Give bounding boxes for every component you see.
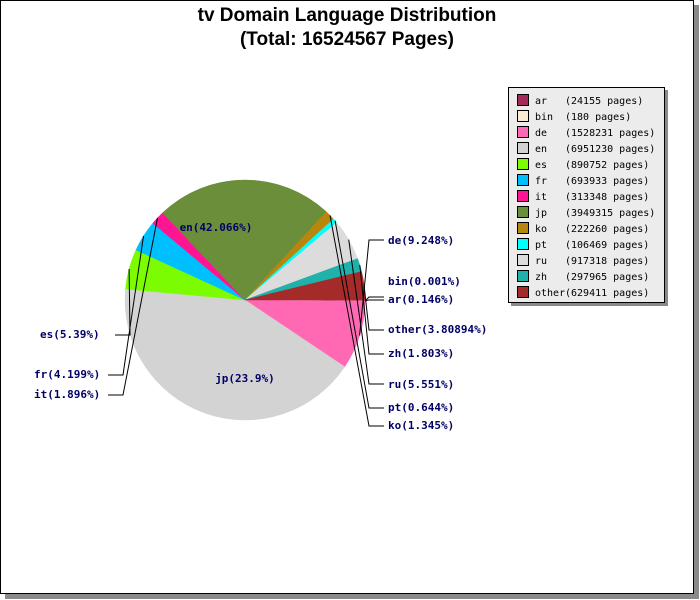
legend-pages-other: (629411 pages) bbox=[565, 288, 650, 299]
legend-code-fr: fr bbox=[535, 176, 548, 187]
legend-code-ar: ar bbox=[535, 96, 548, 107]
legend-item-de: de (1528231 pages) bbox=[517, 126, 655, 140]
leader-line-ar bbox=[364, 299, 384, 302]
legend-code-pt: pt bbox=[535, 240, 548, 251]
slice-label-it: it(1.896%) bbox=[34, 388, 100, 401]
legend-swatch-other bbox=[517, 286, 529, 298]
legend-swatch-bin bbox=[517, 110, 529, 122]
legend-item-jp: jp (3949315 pages) bbox=[517, 206, 655, 220]
leader-line-it bbox=[108, 217, 158, 396]
leader-line-bin bbox=[364, 296, 384, 302]
legend-item-fr: fr (693933 pages) bbox=[517, 174, 649, 188]
legend-pages-es: (890752 pages) bbox=[565, 160, 650, 171]
slice-label-pt: pt(0.644%) bbox=[388, 401, 454, 414]
slice-label-fr: fr(4.199%) bbox=[34, 368, 100, 381]
slice-label-ar: ar(0.146%) bbox=[388, 293, 454, 306]
chart-subtitle: (Total: 16524567 Pages) bbox=[239, 29, 455, 50]
legend-item-pt: pt (106469 pages) bbox=[517, 238, 649, 252]
chart-legend: ar (24155 pages) bin (180 pages) de (1528231 … bbox=[508, 87, 665, 303]
legend-swatch-fr bbox=[517, 174, 529, 186]
slice-label-en: en(42.066%) bbox=[180, 221, 253, 234]
leader-lines bbox=[108, 215, 384, 427]
legend-item-ru: ru (917318 pages) bbox=[517, 254, 649, 268]
slice-label-bin: bin(0.001%) bbox=[388, 275, 461, 288]
leader-line-ru bbox=[348, 239, 384, 385]
slice-label-zh: zh(1.803%) bbox=[388, 347, 454, 360]
legend-item-ko: ko (222260 pages) bbox=[517, 222, 649, 236]
legend-pages-ru: (917318 pages) bbox=[565, 256, 650, 267]
legend-item-es: es (890752 pages) bbox=[517, 158, 649, 172]
slice-label-other: other(3.80894%) bbox=[388, 323, 487, 336]
legend-pages-ar: (24155 pages) bbox=[565, 96, 644, 107]
chart-title: tv Domain Language Distribution bbox=[197, 5, 497, 26]
legend-swatch-ko bbox=[517, 222, 529, 234]
leader-line-ko bbox=[329, 215, 384, 427]
slice-label-es: es(5.39%) bbox=[40, 328, 100, 341]
legend-swatch-it bbox=[517, 190, 529, 202]
legend-swatch-de bbox=[517, 126, 529, 138]
legend-swatch-ru bbox=[517, 254, 529, 266]
legend-pages-en: (6951230 pages) bbox=[565, 144, 656, 155]
legend-code-bin: bin bbox=[535, 112, 554, 123]
legend-pages-pt: (106469 pages) bbox=[565, 240, 650, 251]
legend-swatch-es bbox=[517, 158, 529, 170]
leader-line-es bbox=[115, 268, 131, 336]
legend-pages-it: (313348 pages) bbox=[565, 192, 650, 203]
leader-line-fr bbox=[108, 235, 144, 376]
legend-code-other: other bbox=[535, 288, 566, 299]
legend-item-ar: ar (24155 pages) bbox=[517, 94, 643, 108]
leader-line-zh bbox=[359, 264, 384, 355]
legend-code-it: it bbox=[535, 192, 548, 203]
leader-line-pt bbox=[334, 220, 384, 409]
legend-code-jp: jp bbox=[535, 208, 548, 219]
legend-code-de: de bbox=[535, 128, 548, 139]
legend-code-ko: ko bbox=[535, 224, 548, 235]
chart-title-block: tv Domain Language Distribution (Total: … bbox=[0, 4, 694, 52]
legend-swatch-pt bbox=[517, 238, 529, 250]
slice-label-ru: ru(5.551%) bbox=[388, 378, 454, 391]
legend-item-other: other(629411 pages) bbox=[517, 286, 649, 300]
leader-line-other bbox=[363, 285, 384, 331]
legend-swatch-jp bbox=[517, 206, 529, 218]
legend-code-zh: zh bbox=[535, 272, 548, 283]
legend-code-es: es bbox=[535, 160, 548, 171]
legend-item-en: en (6951230 pages) bbox=[517, 142, 655, 156]
legend-pages-de: (1528231 pages) bbox=[565, 128, 656, 139]
legend-code-en: en bbox=[535, 144, 548, 155]
leader-line-de bbox=[359, 239, 384, 336]
pie-slices bbox=[124, 179, 366, 421]
slice-label-jp: jp(23.9%) bbox=[215, 372, 275, 385]
legend-item-it: it (313348 pages) bbox=[517, 190, 649, 204]
pie-slice-en bbox=[124, 288, 346, 421]
slice-label-de: de(9.248%) bbox=[388, 234, 454, 247]
legend-item-bin: bin (180 pages) bbox=[517, 110, 631, 124]
legend-pages-bin: (180 pages) bbox=[565, 112, 632, 123]
legend-item-zh: zh (297965 pages) bbox=[517, 270, 649, 284]
legend-swatch-ar bbox=[517, 94, 529, 106]
legend-pages-jp: (3949315 pages) bbox=[565, 208, 656, 219]
pie-slice-jp bbox=[162, 179, 327, 301]
legend-pages-ko: (222260 pages) bbox=[565, 224, 650, 235]
legend-pages-fr: (693933 pages) bbox=[565, 176, 650, 187]
legend-pages-zh: (297965 pages) bbox=[565, 272, 650, 283]
slice-label-ko: ko(1.345%) bbox=[388, 419, 454, 432]
legend-swatch-en bbox=[517, 142, 529, 154]
legend-code-ru: ru bbox=[535, 256, 548, 267]
legend-swatch-zh bbox=[517, 270, 529, 282]
slice-labels: ar(0.146%) bin(0.001%) de(9.248%) en(42.066… bbox=[34, 221, 487, 432]
